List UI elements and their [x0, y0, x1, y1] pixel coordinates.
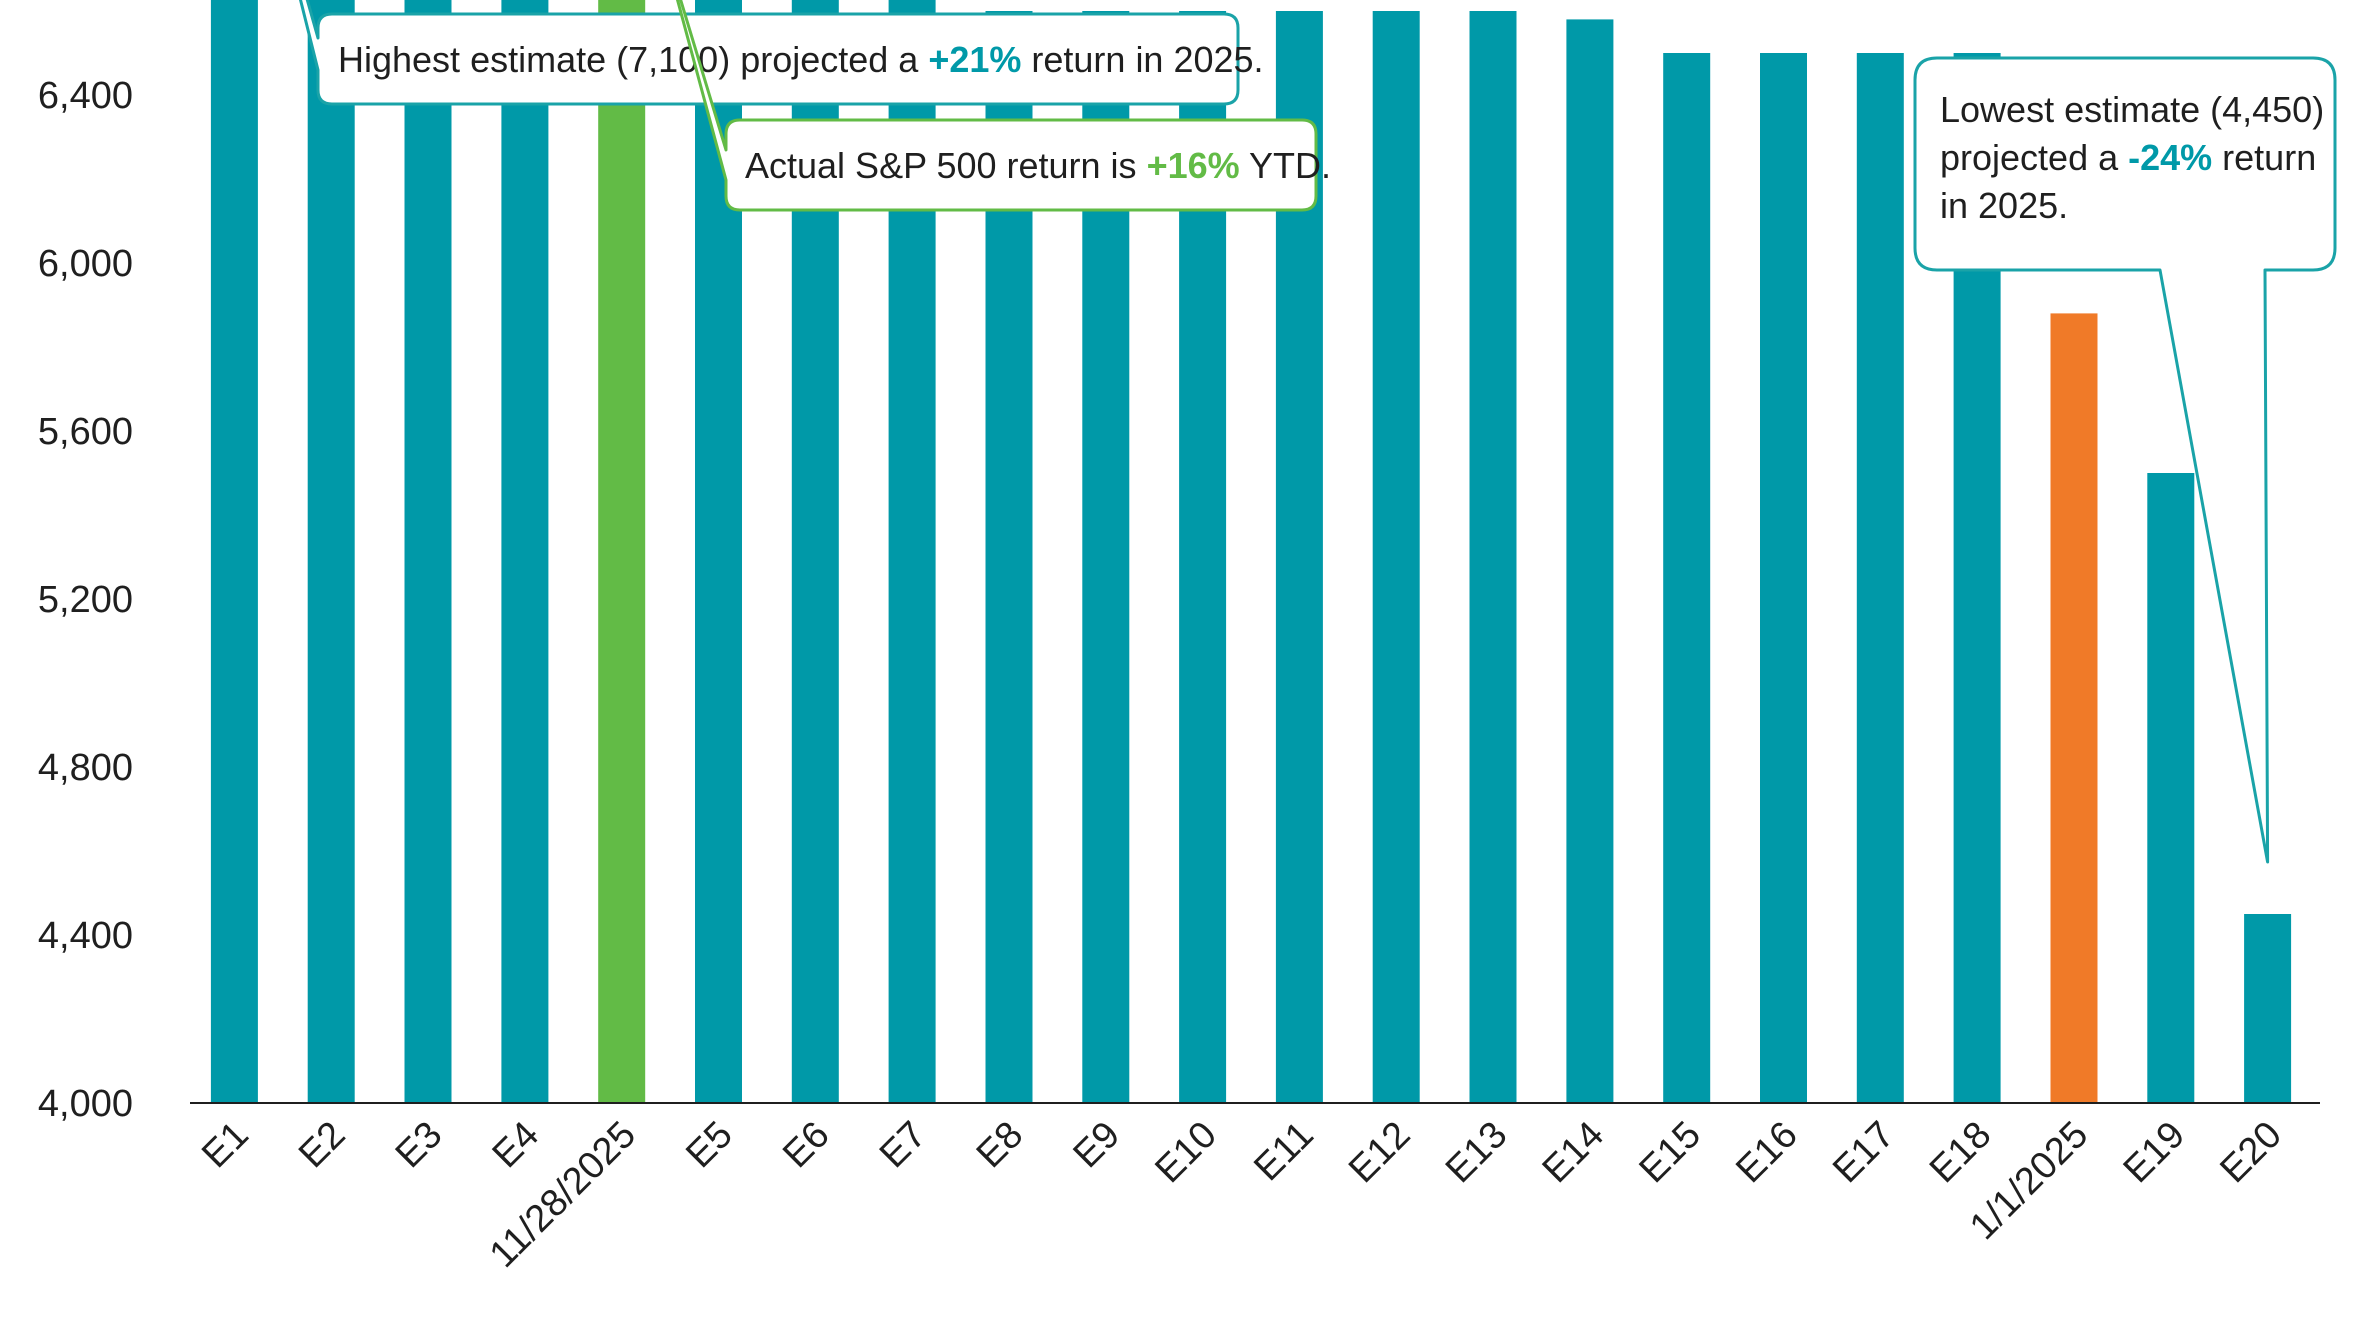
- callout-lowest-shape: [1913, 56, 2337, 864]
- callout-segment: Actual S&P 500 return is: [745, 145, 1147, 186]
- callout-segment: projected a: [1940, 137, 2128, 178]
- callout-segment: return: [2212, 137, 2316, 178]
- y-tick-label: 6,000: [38, 243, 133, 285]
- bar-e19: [2147, 473, 2195, 1103]
- callout-segment: YTD.: [1240, 145, 1331, 186]
- x-tick-label: E10: [1147, 1114, 1225, 1192]
- y-tick-label: 5,600: [38, 411, 133, 453]
- bar-e16: [1760, 53, 1807, 1103]
- x-tick-label: E9: [1066, 1114, 1129, 1177]
- bar-e1: [210, 0, 258, 1103]
- y-tick-label: 6,400: [38, 75, 133, 117]
- callout-segment: return in 2025.: [1021, 39, 1263, 80]
- x-tick-label: E7: [872, 1114, 935, 1177]
- callout-lowest-estimate: Lowest estimate (4,450) projected a -24% …: [1913, 56, 2337, 864]
- x-tick-label: E13: [1438, 1114, 1516, 1192]
- x-tick-label: E3: [388, 1114, 451, 1177]
- callout-line: projected a -24% return: [1940, 137, 2316, 178]
- callout-actual-return: Actual S&P 500 return is +16% YTD.: [675, 0, 1331, 212]
- callout-highlight: +16%: [1147, 145, 1240, 186]
- x-tick-label: E14: [1535, 1114, 1613, 1192]
- x-tick-label: E16: [1728, 1114, 1806, 1192]
- y-axis-ticks: 4,0004,4004,8005,2005,6006,0006,4006,800…: [38, 75, 133, 1125]
- x-tick-label: E19: [2116, 1114, 2194, 1192]
- callout-line: Lowest estimate (4,450): [1940, 89, 2324, 130]
- callout-line: Actual S&P 500 return is +16% YTD.: [745, 145, 1331, 186]
- callout-actual-text: Actual S&P 500 return is +16% YTD.: [745, 145, 1331, 186]
- x-tick-label: E15: [1632, 1114, 1710, 1192]
- callout-actual-shape: [675, 0, 1318, 212]
- x-tick-label: E17: [1825, 1114, 1903, 1192]
- x-tick-label: E12: [1341, 1114, 1419, 1192]
- y-tick-label: 5,200: [38, 579, 133, 621]
- y-tick-label: 4,400: [38, 915, 133, 957]
- callout-lowest-text: Lowest estimate (4,450) projected a -24% …: [1940, 89, 2324, 226]
- x-tick-label: E1: [194, 1114, 257, 1177]
- callout-segment: Lowest estimate (4,450): [1940, 89, 2324, 130]
- x-tick-label: E20: [2212, 1114, 2290, 1192]
- x-tick-label: E4: [485, 1114, 548, 1177]
- bar-e12: [1372, 11, 1420, 1103]
- callout-highest-shape: [298, 0, 1240, 106]
- bar-e14: [1566, 19, 1614, 1103]
- bar-e4: [501, 0, 549, 1103]
- bar-e3: [404, 0, 452, 1103]
- callouts-group: Highest estimate (7,100) projected a +21…: [298, 0, 2337, 864]
- callout-highlight: +21%: [928, 39, 1021, 80]
- callout-line: in 2025.: [1940, 185, 2068, 226]
- bar-e20: [2244, 914, 2292, 1103]
- callout-segment: in 2025.: [1940, 185, 2068, 226]
- bar-1-1-2025: [2050, 313, 2098, 1103]
- bar-e13: [1469, 11, 1517, 1103]
- callout-highest-estimate: Highest estimate (7,100) projected a +21…: [298, 0, 1264, 106]
- x-tick-label: E18: [1922, 1114, 2000, 1192]
- x-tick-label: E2: [291, 1114, 354, 1177]
- bars-group: [210, 0, 2292, 1104]
- y-tick-label: 4,800: [38, 747, 133, 789]
- y-tick-label: 4,000: [38, 1083, 133, 1125]
- callout-segment: Highest estimate (7,100) projected a: [338, 39, 928, 80]
- x-tick-label: E5: [678, 1114, 741, 1177]
- callout-highest-text: Highest estimate (7,100) projected a +21…: [338, 39, 1264, 80]
- bar-11-28-2025: [598, 0, 646, 1103]
- x-tick-label: E8: [969, 1114, 1032, 1177]
- x-tick-label: E6: [775, 1114, 838, 1177]
- callout-highlight: -24%: [2128, 137, 2212, 178]
- bar-e2: [307, 0, 355, 1103]
- x-tick-label: E11: [1246, 1114, 1322, 1190]
- callout-line: Highest estimate (7,100) projected a +21…: [338, 39, 1264, 80]
- bar-e17: [1856, 53, 1904, 1103]
- bar-e15: [1663, 53, 1711, 1103]
